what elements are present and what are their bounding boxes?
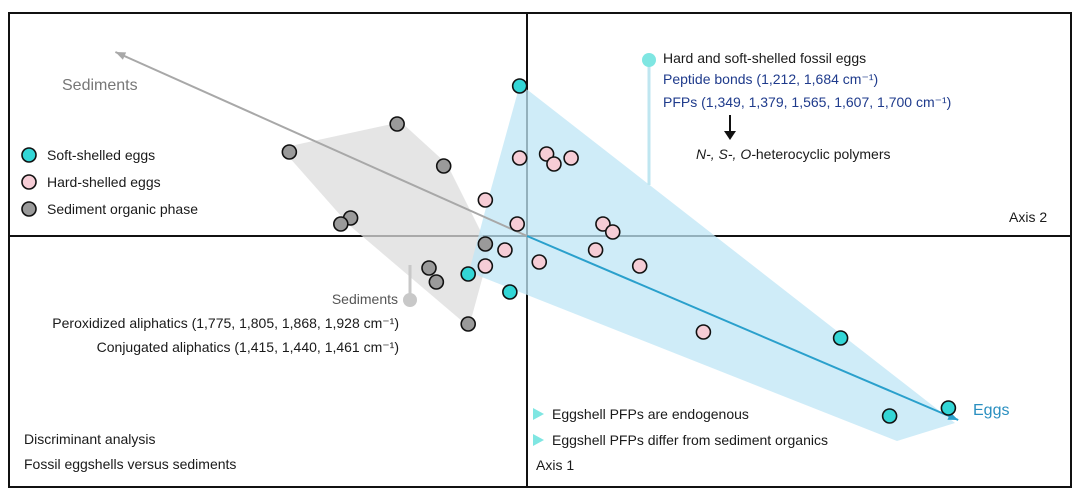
polymers-text: N-, S-, O-heterocyclic polymers	[696, 146, 891, 162]
caption-line-1: Discriminant analysis	[24, 431, 155, 447]
hard-shelled-egg-point-6	[509, 216, 526, 232]
sediment-point-2	[281, 144, 298, 160]
sediment-point-8	[428, 274, 445, 290]
sediment-point-3	[435, 158, 452, 174]
peptide-bonds-text: Peptide bonds (1,212, 1,684 cm⁻¹)	[663, 71, 878, 87]
legend-soft-label: Soft-shelled eggs	[47, 147, 155, 163]
eggs-vector	[526, 235, 959, 421]
egg-hull	[469, 84, 955, 441]
egg-annotation-title: Hard and soft-shelled fossil eggs	[663, 50, 866, 66]
bullet-2-marker	[533, 434, 544, 446]
soft-shelled-egg-point-3	[502, 284, 518, 300]
soft-shelled-egg-point-5	[940, 400, 957, 416]
soft-shelled-egg-point-1	[511, 78, 528, 94]
polymers-rest: heterocyclic polymers	[756, 146, 891, 162]
points-layer	[281, 78, 957, 424]
sediment-point-7	[421, 260, 437, 276]
caption-line-2: Fossil eggshells versus sediments	[24, 456, 236, 472]
pfp-arrow-head	[724, 131, 736, 140]
sediments-vector-label: Sediments	[62, 77, 138, 94]
bullet-1-marker	[533, 408, 544, 420]
chart-frame	[8, 12, 1072, 488]
hard-shelled-egg-point-3	[546, 156, 562, 172]
sediment-point-1	[389, 116, 405, 132]
sediment-annotation-marker	[403, 293, 417, 307]
legend-sediment-label: Sediment organic phase	[47, 201, 198, 217]
hard-shelled-egg-point-4	[563, 150, 579, 166]
bullet-2-text: Eggshell PFPs differ from sediment organ…	[552, 432, 828, 448]
legend-sediment-marker	[21, 201, 37, 217]
sediment-point-6	[477, 236, 494, 252]
sediments-vector	[114, 51, 528, 237]
eggs-vector-label: Eggs	[973, 402, 1009, 419]
legend-hard-marker	[21, 174, 37, 190]
peroxidized-text: Peroxidized aliphatics (1,775, 1,805, 1,…	[52, 315, 399, 331]
legend-hard-label: Hard-shelled eggs	[47, 174, 161, 190]
soft-shelled-egg-point-4	[832, 330, 849, 346]
sediment-annotation-title: Sediments	[332, 291, 398, 307]
axis-1-label: Axis 1	[536, 457, 574, 473]
conjugated-text: Conjugated aliphatics (1,415, 1,440, 1,4…	[97, 339, 399, 355]
bullet-1-text: Eggshell PFPs are endogenous	[552, 406, 749, 422]
hard-shelled-egg-point-13	[631, 258, 648, 274]
hard-shelled-egg-point-14	[695, 324, 712, 340]
egg-annotation-marker	[642, 53, 656, 67]
hard-shelled-egg-point-9	[587, 242, 604, 258]
polymers-italic: N-, S-, O-	[696, 146, 756, 162]
hard-shelled-egg-point-5	[477, 192, 494, 208]
hard-shelled-egg-point-11	[477, 258, 494, 274]
axis-2-label: Axis 2	[1009, 209, 1047, 225]
sediment-point-9	[460, 316, 477, 332]
sediments-vector-arrowhead	[115, 52, 127, 60]
legend: Soft-shelled eggs Hard-shelled eggs Sedi…	[21, 147, 198, 217]
hard-shelled-egg-point-1	[511, 150, 528, 166]
hard-shelled-egg-point-8	[604, 224, 621, 240]
legend-soft-marker	[21, 147, 37, 163]
pfps-text: PFPs (1,349, 1,379, 1,565, 1,607, 1,700 …	[663, 94, 951, 110]
soft-shelled-egg-point-6	[881, 408, 898, 424]
soft-shelled-egg-point-2	[460, 266, 477, 282]
hard-shelled-egg-point-12	[531, 254, 548, 270]
hard-shelled-egg-point-10	[497, 242, 513, 258]
sediment-point-5	[332, 216, 349, 232]
